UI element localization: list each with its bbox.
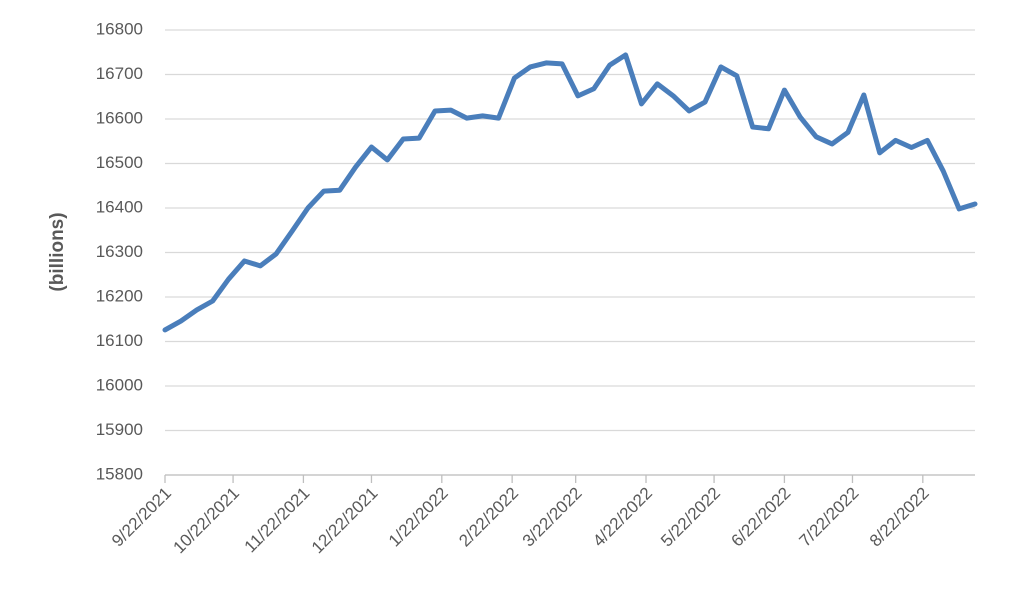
x-tick-label: 9/22/2021: [108, 484, 175, 551]
x-tick-label: 2/22/2022: [455, 484, 522, 551]
y-tick-label: 16500: [96, 153, 143, 172]
x-tick-label: 3/22/2022: [519, 484, 586, 551]
x-tick-label: 5/22/2022: [657, 484, 724, 551]
y-tick-label: 16200: [96, 286, 143, 305]
y-tick-label: 16700: [96, 64, 143, 83]
data-line: [162, 52, 978, 333]
x-tick-label: 7/22/2022: [796, 484, 863, 551]
x-tick-label: 11/22/2021: [241, 484, 314, 557]
x-tick-label: 10/22/2021: [169, 484, 243, 558]
y-tick-label: 15800: [96, 464, 143, 483]
x-tick-label: 12/22/2021: [308, 484, 382, 558]
y-axis-label: (billions): [47, 212, 68, 291]
y-tick-label: 16100: [96, 331, 143, 350]
y-tick-label: 16600: [96, 108, 143, 127]
y-tick-label: 16800: [96, 19, 143, 38]
x-tick-label: 8/22/2022: [866, 484, 933, 551]
y-tick-label: 16400: [96, 197, 143, 216]
x-tick-label: 6/22/2022: [727, 484, 794, 551]
y-tick-label: 16300: [96, 242, 143, 261]
x-tick-label: 4/22/2022: [589, 484, 656, 551]
y-tick-label: 15900: [96, 420, 143, 439]
x-tick-label: 1/22/2022: [385, 484, 452, 551]
y-tick-label: 16000: [96, 375, 143, 394]
